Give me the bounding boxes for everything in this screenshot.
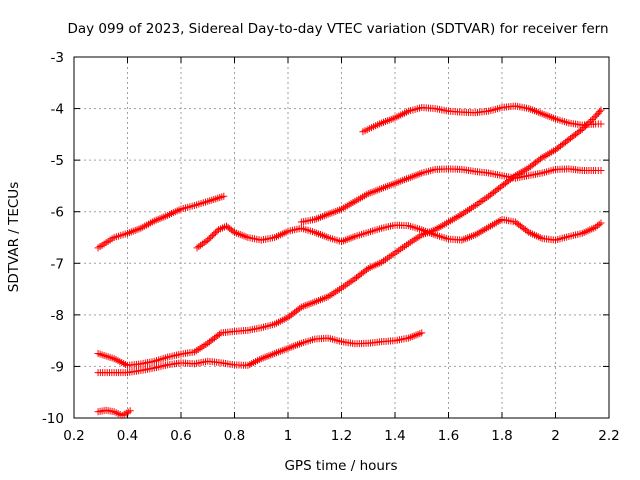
data-point	[596, 108, 604, 116]
tick-layer: 0.2 0.4 0.6 0.8 1 1.2 1.4 1.6 1.8 2 2.2 -3 -4 -5 -6 -7 -…	[42, 50, 620, 444]
data-point	[523, 227, 531, 235]
data-point	[210, 230, 218, 238]
data-point	[213, 227, 221, 235]
data-point	[363, 266, 371, 274]
y-tick-label: -3	[51, 50, 64, 66]
series-track-3	[94, 329, 426, 377]
series-track-7	[359, 102, 605, 136]
series-track-1	[94, 192, 228, 252]
data-point	[207, 233, 215, 241]
data-point	[536, 155, 544, 163]
data-point	[205, 235, 213, 243]
data-point	[204, 236, 212, 244]
data-point	[595, 220, 603, 228]
data-point	[597, 120, 605, 128]
data-point	[220, 192, 228, 200]
data-point	[200, 239, 208, 247]
data-point	[577, 126, 585, 134]
data-point	[211, 229, 219, 237]
data-point	[296, 304, 304, 312]
y-axis-label: SDTVAR / TECUs	[6, 182, 22, 292]
x-tick-label: 0.8	[224, 428, 245, 444]
data-point	[197, 241, 205, 249]
series-track-2	[94, 106, 605, 369]
x-tick-label: 1	[284, 428, 293, 444]
y-tick-label: -7	[51, 256, 64, 272]
data-point	[590, 114, 598, 122]
x-tick-label: 1.6	[438, 428, 459, 444]
x-tick-label: 1.8	[491, 428, 512, 444]
x-tick-label: 0.4	[117, 428, 138, 444]
data-point	[215, 330, 223, 338]
y-tick-label: -6	[51, 205, 64, 221]
data-marks	[94, 102, 605, 419]
data-point	[198, 240, 206, 248]
series-track-5	[193, 215, 605, 252]
y-tick-label: -10	[42, 411, 64, 427]
series-track-6	[297, 165, 605, 226]
data-point	[195, 243, 203, 251]
y-tick-label: -9	[51, 359, 64, 375]
chart-title: Day 099 of 2023, Sidereal Day-to-day VTE…	[67, 21, 608, 37]
data-point	[229, 227, 237, 235]
data-point	[582, 122, 590, 130]
data-point	[193, 244, 201, 252]
data-point	[588, 116, 596, 124]
data-point	[597, 106, 605, 114]
data-point	[418, 329, 426, 337]
x-tick-label: 0.2	[63, 428, 84, 444]
x-axis-label: GPS time / hours	[284, 458, 397, 474]
series-track-4	[94, 406, 134, 419]
x-tick-label: 0.6	[170, 428, 191, 444]
x-tick-label: 2.2	[598, 428, 619, 444]
x-tick-label: 1.4	[384, 428, 405, 444]
x-tick-label: 1.2	[331, 428, 352, 444]
y-tick-label: -8	[51, 308, 64, 324]
data-point	[593, 222, 601, 230]
y-tick-label: -5	[51, 153, 64, 169]
y-tick-label: -4	[51, 102, 64, 118]
data-point	[126, 407, 134, 415]
data-point	[592, 223, 600, 231]
data-point	[597, 166, 605, 174]
x-tick-label: 2	[551, 428, 560, 444]
data-point	[208, 232, 216, 240]
data-point	[597, 219, 605, 227]
